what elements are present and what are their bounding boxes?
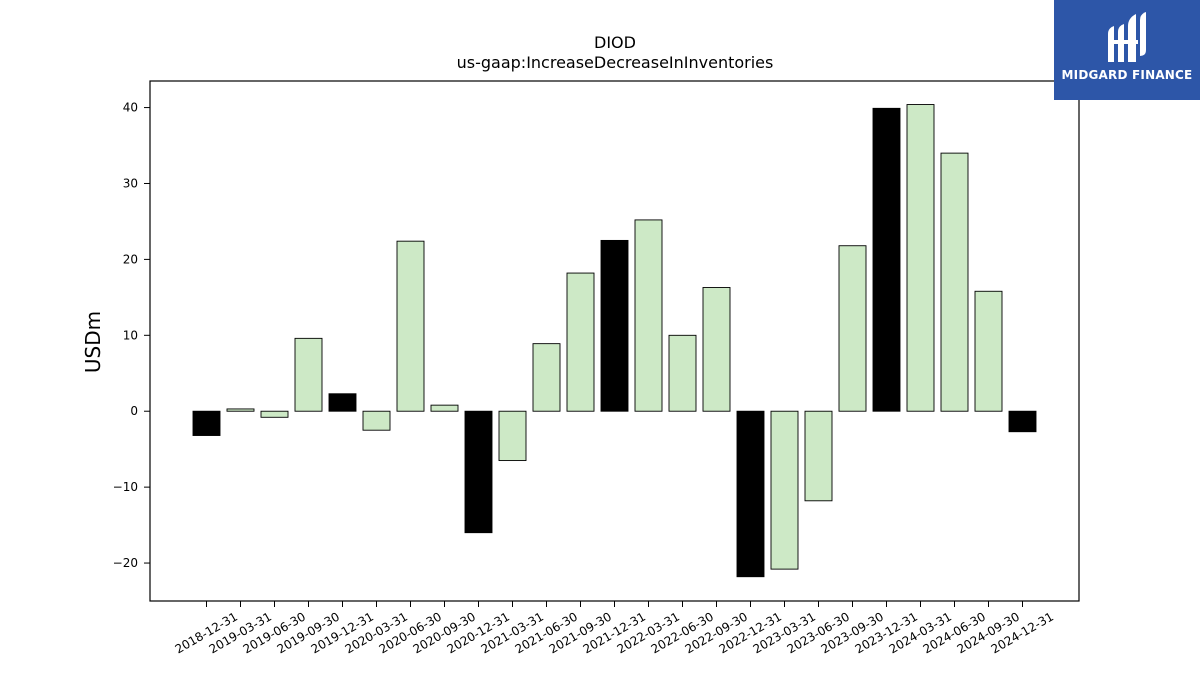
bar-2022-03-31: [634, 219, 663, 412]
bar-2024-09-30: [974, 290, 1003, 412]
bar-2024-06-30: [940, 152, 969, 412]
bar-2021-09-30: [566, 272, 595, 412]
y-tick-label: 30: [123, 176, 138, 190]
y-tick-label: 40: [123, 101, 138, 115]
bar-2024-12-31: [1008, 410, 1037, 433]
bar-2023-06-30: [804, 410, 833, 502]
plot-frame: [149, 80, 1080, 602]
y-tick-label: −20: [113, 556, 138, 570]
midgard-finance-logo: MIDGARD FINANCE: [1054, 0, 1200, 100]
y-axis: −20 −10 0 10 20 30 40: [113, 101, 150, 570]
bar-2023-12-31: [872, 107, 901, 412]
bar-2022-06-30: [668, 334, 697, 412]
chart-subtitle: us-gaap:IncreaseDecreaseInInventories: [457, 53, 774, 72]
y-tick-label: 0: [130, 404, 138, 418]
bar-2020-12-31: [464, 410, 493, 534]
y-axis-label: USDm: [81, 311, 105, 373]
bar-2019-06-30: [260, 410, 289, 418]
bar-2020-06-30: [396, 240, 425, 412]
bar-2019-03-31: [226, 408, 255, 412]
y-tick-label: 20: [123, 252, 138, 266]
bar-2022-12-31: [736, 410, 765, 578]
midgard-logo-icon: [1108, 12, 1146, 62]
bar-2022-09-30: [702, 287, 731, 412]
bar-2023-09-30: [838, 245, 867, 412]
bar-2021-12-31: [600, 239, 629, 412]
chart-title: DIOD: [594, 33, 636, 52]
y-tick-label: 10: [123, 328, 138, 342]
bar-2024-03-31: [906, 104, 935, 412]
bar-2020-03-31: [362, 410, 391, 431]
x-axis: 2018-12-312019-03-312019-06-302019-09-30…: [173, 601, 1056, 656]
bar-2020-09-30: [430, 404, 459, 412]
bars-group: [192, 104, 1037, 578]
bar-2023-03-31: [770, 410, 799, 570]
y-tick-label: −10: [113, 480, 138, 494]
bar-2019-12-31: [328, 393, 357, 412]
bar-2021-03-31: [498, 410, 527, 462]
bar-2019-09-30: [294, 337, 323, 412]
bar-2021-06-30: [532, 343, 561, 412]
bar-2018-12-31: [192, 410, 221, 436]
logo-text: MIDGARD FINANCE: [1061, 68, 1193, 82]
